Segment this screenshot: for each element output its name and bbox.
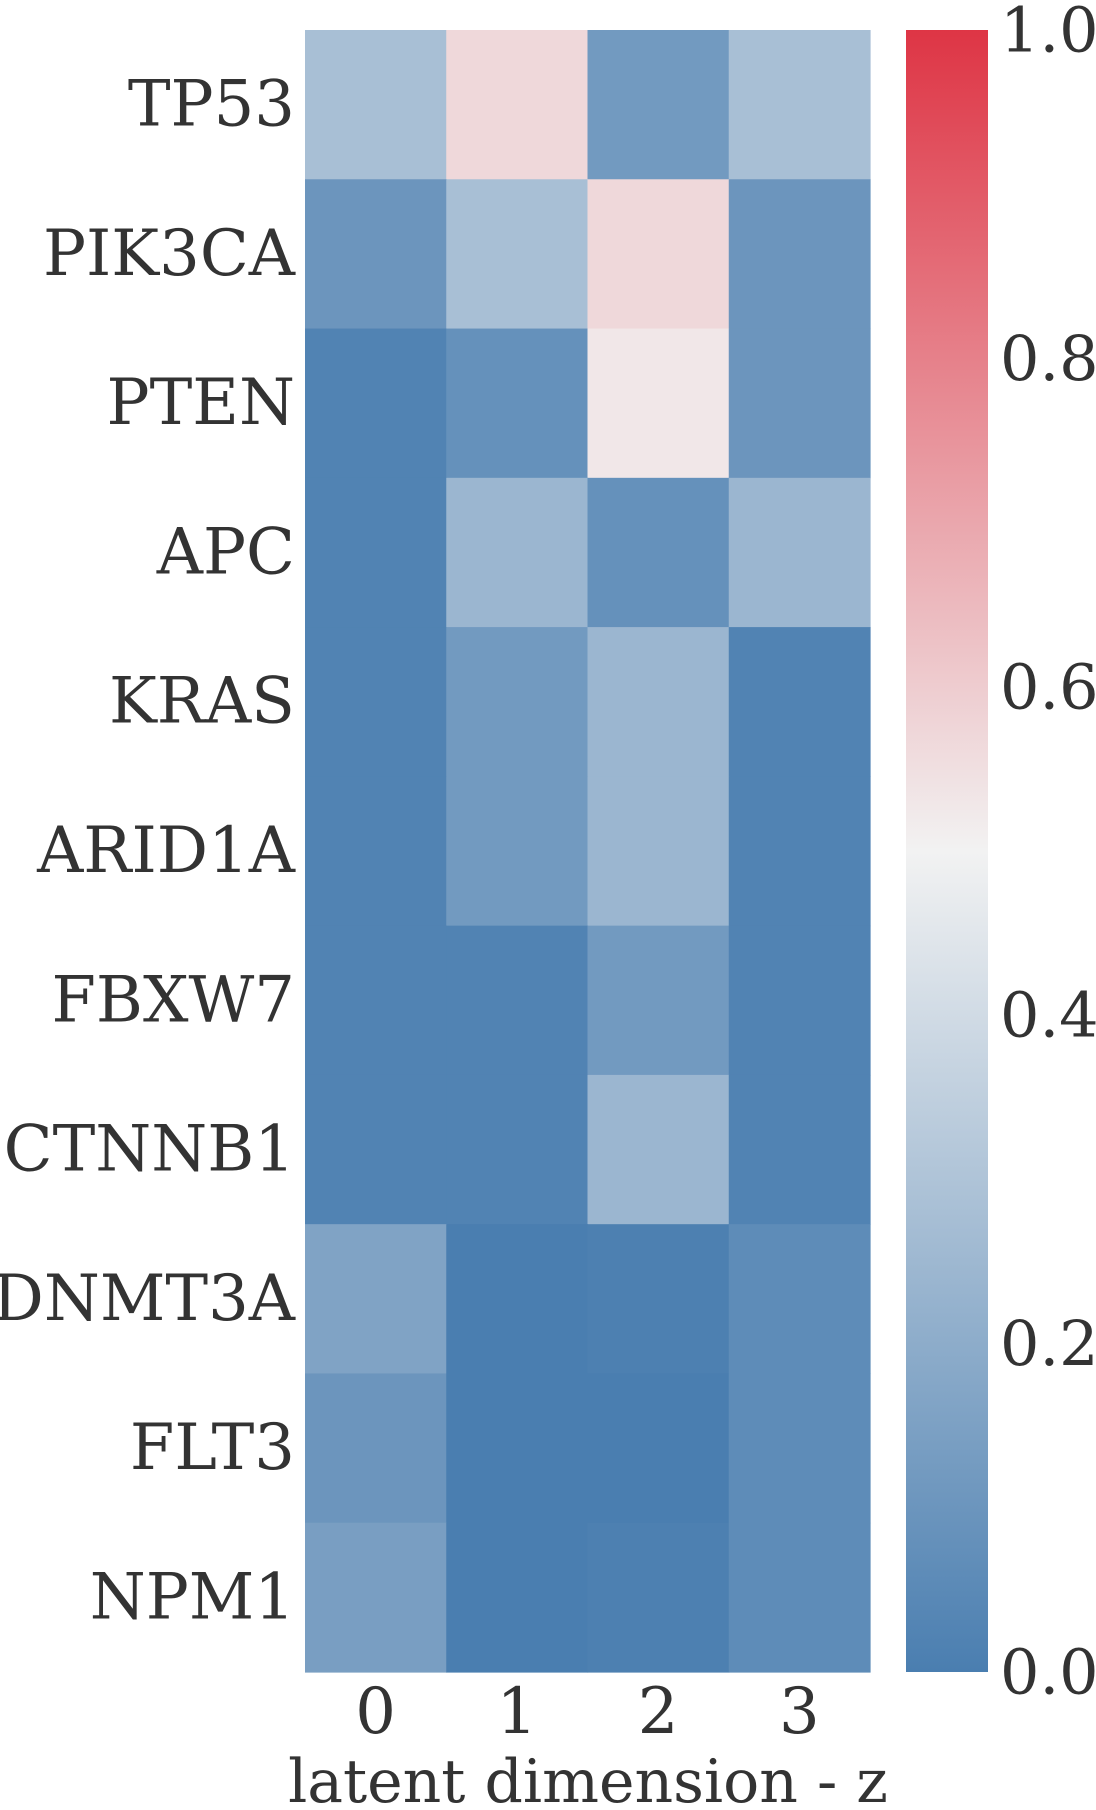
colorbar-tick-0-6: 0.6 — [1000, 650, 1096, 723]
x-tick-label-3: 3 — [779, 1675, 820, 1749]
y-tick-label-dnmt3a: DNMT3A — [0, 1262, 296, 1336]
heatmap-cell-arid1a-0 — [305, 776, 447, 927]
y-tick-label-kras: KRAS — [109, 665, 295, 739]
heatmap-cell-flt3-0 — [305, 1373, 447, 1524]
heatmap-cell-ctnnb1-3 — [728, 1074, 871, 1225]
colorbar-tick-labels: 0.0 0.2 0.4 0.6 0.8 1.0 — [1000, 0, 1096, 1709]
x-tick-label-1: 1 — [497, 1675, 538, 1749]
x-tick-labels: 0 1 2 3 — [355, 1675, 819, 1749]
heatmap-cell-kras-0 — [305, 627, 447, 777]
colorbar-tick-0-0: 0.0 — [1000, 1636, 1096, 1709]
heatmap-cell-fbxw7-1 — [446, 925, 589, 1076]
heatmap-cell-apc-2 — [587, 477, 730, 628]
colorbar-tick-0-4: 0.4 — [1000, 979, 1096, 1052]
heatmap-cell-dnmt3a-3 — [728, 1224, 871, 1375]
heatmap-cell-fbxw7-0 — [305, 925, 447, 1076]
heatmap-cell-arid1a-1 — [446, 776, 589, 927]
y-tick-labels: TP53 PIK3CA PTEN APC KRAS ARID1A FBXW7 CTNNB1 DN… — [0, 68, 296, 1635]
heatmap-cell-apc-1 — [446, 477, 589, 628]
y-tick-label-pten: PTEN — [107, 366, 295, 440]
heatmap-cell-npm1-1 — [446, 1522, 589, 1673]
heatmap-cell-pik3ca-1 — [446, 179, 589, 330]
heatmap-cell-fbxw7-2 — [587, 925, 730, 1076]
heatmap-cell-dnmt3a-1 — [446, 1224, 589, 1375]
heatmap-cell-npm1-0 — [305, 1522, 447, 1673]
heatmap-cell-pik3ca-3 — [728, 179, 871, 330]
x-tick-label-2: 2 — [638, 1675, 679, 1749]
y-tick-label-pik3ca: PIK3CA — [43, 217, 296, 291]
heatmap-cell-kras-2 — [587, 627, 730, 777]
heatmap-cell-npm1-3 — [728, 1522, 871, 1673]
heatmap-cell-kras-1 — [446, 627, 589, 777]
heatmap-cell-tp53-2 — [587, 30, 730, 180]
heatmap-cell-pten-2 — [587, 328, 730, 479]
heatmap-cell-flt3-2 — [587, 1373, 730, 1524]
heatmap-cell-dnmt3a-0 — [305, 1224, 447, 1375]
heatmap-cell-ctnnb1-1 — [446, 1074, 589, 1225]
heatmap-cell-fbxw7-3 — [728, 925, 871, 1076]
y-tick-label-fbxw7: FBXW7 — [52, 963, 296, 1037]
heatmap-cell-pik3ca-2 — [587, 179, 730, 330]
heatmap-cell-ctnnb1-0 — [305, 1074, 447, 1225]
heatmap-cell-apc-3 — [728, 477, 871, 628]
colorbar-tick-0-8: 0.8 — [1000, 322, 1096, 395]
x-axis-label: latent dimension - z — [288, 1747, 888, 1806]
heatmap-cell-flt3-3 — [728, 1373, 871, 1524]
heatmap-cell-npm1-2 — [587, 1522, 730, 1673]
colorbar-tick-0-2: 0.2 — [1000, 1307, 1096, 1380]
y-tick-label-apc: APC — [156, 515, 295, 589]
heatmap-cell-dnmt3a-2 — [587, 1224, 730, 1375]
y-tick-label-ctnnb1: CTNNB1 — [4, 1113, 295, 1187]
heatmap-cell-ctnnb1-2 — [587, 1074, 730, 1225]
heatmap-cell-flt3-1 — [446, 1373, 589, 1524]
heatmap-cell-pten-0 — [305, 328, 447, 479]
heatmap-cell-pten-3 — [728, 328, 871, 479]
y-tick-label-flt3: FLT3 — [130, 1411, 295, 1485]
heatmap-cell-arid1a-2 — [587, 776, 730, 927]
heatmap-cell-pik3ca-0 — [305, 179, 447, 330]
heatmap-cell-tp53-1 — [446, 30, 589, 180]
colorbar — [906, 30, 988, 1672]
colorbar-tick-1-0: 1.0 — [1000, 0, 1096, 67]
heatmap-cells — [305, 30, 871, 1673]
heatmap-cell-tp53-0 — [305, 30, 447, 180]
y-tick-label-tp53: TP53 — [128, 68, 295, 142]
heatmap-cell-tp53-3 — [728, 30, 871, 180]
heatmap-cell-apc-0 — [305, 477, 447, 628]
x-tick-label-0: 0 — [355, 1675, 396, 1749]
heatmap-cell-kras-3 — [728, 627, 871, 777]
heatmap-cell-pten-1 — [446, 328, 589, 479]
y-tick-label-npm1: NPM1 — [90, 1560, 295, 1634]
heatmap-cell-arid1a-3 — [728, 776, 871, 927]
y-tick-label-arid1a: ARID1A — [36, 814, 296, 888]
